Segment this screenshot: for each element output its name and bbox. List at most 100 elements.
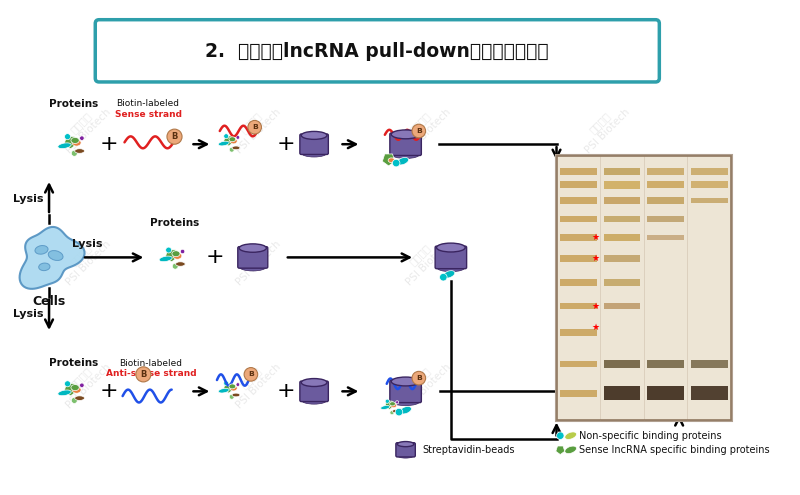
Text: 普赛生物
PSI Biotech: 普赛生物 PSI Biotech [57,353,114,410]
Ellipse shape [218,141,229,146]
Circle shape [244,368,258,381]
Ellipse shape [173,252,182,259]
FancyBboxPatch shape [238,247,268,268]
Ellipse shape [239,262,266,271]
Text: Cells: Cells [33,295,66,308]
FancyBboxPatch shape [300,134,328,154]
Text: 普赛生物
PSI Biotech: 普赛生物 PSI Biotech [396,353,453,410]
Bar [604,168,640,175]
Bar [560,279,597,286]
Text: +: + [100,134,118,154]
FancyBboxPatch shape [390,380,422,402]
Ellipse shape [229,384,236,389]
Polygon shape [382,154,395,166]
Text: 普赛生物
PSI Biotech: 普赛生物 PSI Biotech [226,99,283,155]
Bar [647,235,684,240]
Ellipse shape [398,453,414,458]
Bar [560,329,597,336]
Circle shape [224,381,229,386]
Bar [647,197,684,204]
Ellipse shape [230,386,238,391]
Ellipse shape [159,256,172,262]
Ellipse shape [388,158,394,163]
Text: ★: ★ [592,323,600,332]
Text: Non-specific binding proteins: Non-specific binding proteins [579,431,722,441]
Ellipse shape [565,446,577,453]
Ellipse shape [392,409,399,413]
Circle shape [166,247,171,253]
Ellipse shape [48,250,63,260]
Circle shape [395,408,402,416]
Circle shape [230,395,234,399]
Ellipse shape [400,406,411,414]
Circle shape [80,383,84,388]
Ellipse shape [58,143,71,148]
Polygon shape [19,227,85,289]
Ellipse shape [229,137,236,142]
Text: Biotin-labeled: Biotin-labeled [119,358,182,368]
Bar [560,255,597,262]
Ellipse shape [381,405,390,409]
Text: ★: ★ [592,301,600,310]
Circle shape [395,401,398,404]
Text: B: B [171,132,178,141]
Ellipse shape [302,379,327,387]
Ellipse shape [71,138,79,144]
Ellipse shape [391,397,420,405]
Ellipse shape [172,251,180,257]
Text: B: B [140,370,146,379]
Text: +: + [277,134,295,154]
Bar [604,255,640,262]
Circle shape [386,399,390,403]
Bar [691,386,727,400]
Text: Proteins: Proteins [49,358,98,368]
Text: Streptavidin-beads: Streptavidin-beads [422,445,515,455]
Circle shape [180,249,185,254]
Bar [647,216,684,222]
Circle shape [80,136,84,141]
Text: B: B [252,124,258,130]
Bar [691,360,727,368]
Ellipse shape [38,263,50,271]
Bar [557,155,731,420]
Circle shape [236,136,240,139]
Ellipse shape [218,389,229,393]
Circle shape [412,371,426,385]
Text: Sense lncRNA specific binding proteins: Sense lncRNA specific binding proteins [579,445,770,455]
Text: 普赛生物
PSI Biotech: 普赛生物 PSI Biotech [575,99,632,155]
Polygon shape [166,250,178,262]
FancyBboxPatch shape [300,381,328,401]
Text: Sense strand: Sense strand [114,109,182,118]
Circle shape [172,263,178,269]
Circle shape [412,124,426,138]
FancyBboxPatch shape [390,133,422,155]
Text: 普赛生物
PSI Biotech: 普赛生物 PSI Biotech [57,231,114,288]
Circle shape [439,273,447,281]
Circle shape [390,410,394,415]
Ellipse shape [391,149,420,158]
Text: 普赛生物
PSI Biotech: 普赛生物 PSI Biotech [226,231,283,288]
Ellipse shape [437,243,466,252]
Text: 2.  普赛生物lncRNA pull-down流程及数据展示: 2. 普赛生物lncRNA pull-down流程及数据展示 [206,42,549,61]
Circle shape [236,383,240,387]
Bar [560,216,597,222]
Bar [604,279,640,286]
Ellipse shape [72,387,81,393]
Bar [560,303,597,309]
Ellipse shape [390,403,397,408]
Polygon shape [556,446,565,454]
FancyBboxPatch shape [95,20,659,82]
Circle shape [224,134,229,139]
Ellipse shape [239,244,266,252]
Circle shape [136,367,151,382]
Circle shape [71,397,78,403]
Text: 普赛生物
PSI Biotech: 普赛生物 PSI Biotech [57,99,114,155]
Ellipse shape [35,246,48,254]
Text: 普赛生物
PSI Biotech: 普赛生物 PSI Biotech [396,99,453,155]
Ellipse shape [74,148,85,153]
Text: B: B [248,371,254,377]
Ellipse shape [72,139,81,146]
Text: 普赛生物
PSI Biotech: 普赛生物 PSI Biotech [226,353,283,410]
Bar [604,181,640,189]
Circle shape [392,159,400,167]
